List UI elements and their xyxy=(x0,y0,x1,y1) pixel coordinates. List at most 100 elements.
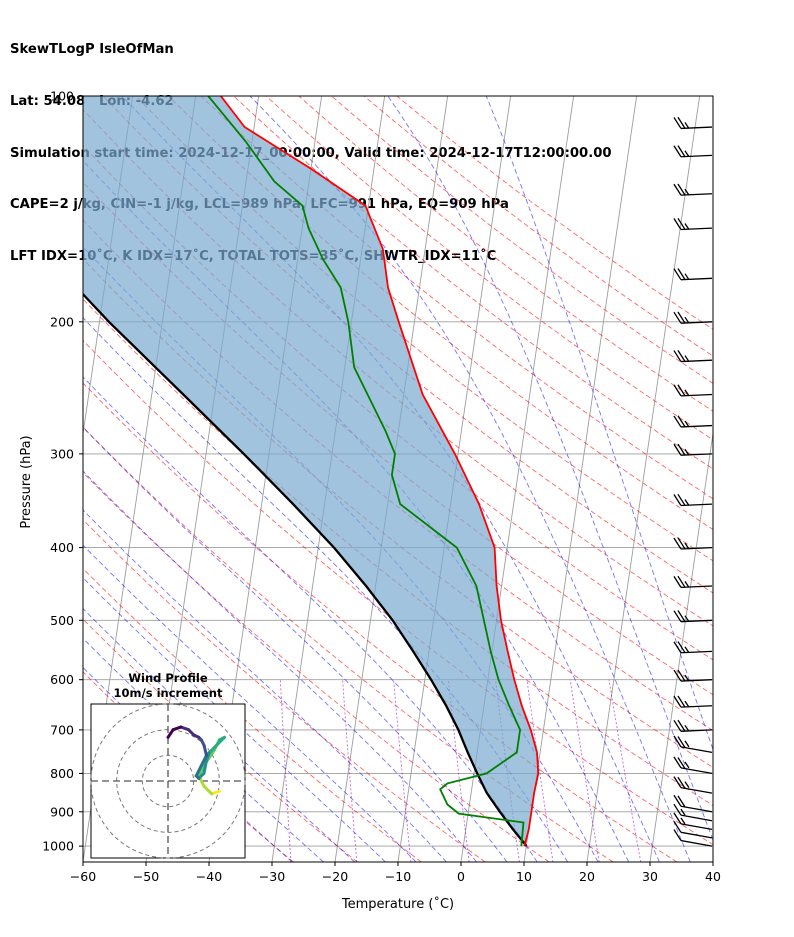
dewpoint-line xyxy=(207,96,525,847)
wind-barb-flag xyxy=(673,695,682,708)
hodograph-trace xyxy=(207,743,219,755)
wind-barb-half xyxy=(684,316,690,324)
wind-barb-half xyxy=(684,740,690,748)
wind-barb xyxy=(673,669,713,682)
wind-barb-flag xyxy=(673,719,682,732)
wind-barb-staff xyxy=(680,767,713,775)
wind-barb-half xyxy=(684,420,690,428)
wind-barbs xyxy=(673,116,713,847)
axes: −60 −50 −40 −30 −20 −10 0 10 20 30 40 1000 900 800 700… xyxy=(42,89,721,885)
wind-barb-staff xyxy=(680,814,713,822)
hodograph-subtitle: 10m/s increment xyxy=(114,686,223,700)
wind-barb xyxy=(673,756,713,775)
wind-barb-flag xyxy=(677,145,686,157)
wind-barb-flag xyxy=(673,669,682,682)
wind-barb-half xyxy=(684,581,690,588)
wind-barb-staff xyxy=(680,831,713,839)
wind-barb-flag xyxy=(677,795,686,808)
y-tick-label: 400 xyxy=(50,540,74,555)
x-tick-label: 40 xyxy=(705,869,721,884)
wind-barb-flag xyxy=(677,268,686,280)
wind-barb-flag xyxy=(673,494,682,506)
mixing-ratio-line xyxy=(393,679,412,862)
wind-barb-staff xyxy=(680,729,713,732)
wind-barb-flag xyxy=(673,576,682,588)
moist-adiabat-line xyxy=(249,96,691,862)
wind-barb-flag xyxy=(677,217,686,230)
hodograph-trace xyxy=(215,735,226,747)
dry-adiabat-line xyxy=(83,471,550,862)
wind-barb-flag xyxy=(673,350,682,362)
moist-adiabat-line xyxy=(83,160,630,862)
moist-adiabat-line xyxy=(83,544,417,862)
mixing-ratio-line xyxy=(526,679,554,862)
mixing-ratio-line xyxy=(279,679,292,862)
hodograph-trace xyxy=(194,764,203,778)
wind-barb-flag xyxy=(673,829,682,841)
hodograph-trace xyxy=(202,784,214,796)
wind-barb-flag xyxy=(673,820,682,833)
y-tick-label: 600 xyxy=(50,672,74,687)
moist-adiabat-line xyxy=(387,96,713,842)
dry-adiabat-line xyxy=(83,382,678,862)
x-tick-label: 30 xyxy=(642,869,658,884)
y-tick-label: 800 xyxy=(50,766,74,781)
wind-barb-flag xyxy=(673,735,682,748)
wind-barb-staff xyxy=(680,650,713,654)
dry-adiabat-line xyxy=(265,96,713,441)
wind-barb-staff xyxy=(680,453,713,456)
moist-adiabat-line xyxy=(83,509,447,862)
wind-barb xyxy=(673,217,713,231)
wind-barb xyxy=(673,641,713,654)
wind-barb-half xyxy=(684,122,690,129)
y-tick-label: 900 xyxy=(50,804,74,819)
y-axis-label: Pressure (hPa) xyxy=(19,435,34,528)
wind-barb-staff xyxy=(680,126,713,130)
cape-area xyxy=(83,96,539,847)
wind-barb-staff xyxy=(680,359,713,363)
wind-barb-flag xyxy=(677,384,686,397)
wind-barb-staff xyxy=(680,839,713,847)
wind-barb-half xyxy=(684,646,690,654)
hodograph-trace xyxy=(202,758,208,775)
wind-barb-staff xyxy=(680,154,713,158)
hodograph-trace xyxy=(197,764,206,778)
x-tick-label: −20 xyxy=(322,869,348,884)
wind-barb xyxy=(673,537,713,550)
wind-barb-half xyxy=(680,817,686,825)
wind-barb-flag xyxy=(673,812,682,825)
wind-barb-half xyxy=(680,808,686,816)
wind-barb-half xyxy=(684,761,690,769)
wind-barb-flag xyxy=(677,350,686,362)
wind-barb xyxy=(673,145,713,158)
hodograph-title: Wind Profile xyxy=(128,671,208,685)
isotherm-line xyxy=(523,96,638,862)
wind-barb-flag xyxy=(677,610,686,622)
wind-barb-half xyxy=(684,448,690,456)
wind-barb-staff xyxy=(680,503,713,507)
wind-barb-flag xyxy=(677,415,686,428)
wind-barb-half xyxy=(684,188,690,196)
wind-barb-flag xyxy=(673,415,682,428)
title-line: SkewTLogP IsleOfMan xyxy=(10,42,174,58)
wind-barb-staff xyxy=(680,619,713,623)
wind-barb xyxy=(673,820,713,839)
wind-barb-half xyxy=(684,700,690,708)
wind-barb-flag xyxy=(677,641,686,653)
wind-barb xyxy=(673,776,713,794)
wind-barb-flag xyxy=(673,268,682,281)
mixing-ratio-line xyxy=(608,679,642,862)
wind-barb-flag xyxy=(677,493,686,506)
mixing-ratio-line xyxy=(342,679,358,862)
hodograph-trace xyxy=(202,743,208,757)
hodograph-trace xyxy=(199,753,208,768)
wind-barb xyxy=(673,610,713,623)
x-tick-label: 10 xyxy=(516,869,532,884)
wind-barb-staff xyxy=(680,227,713,231)
wind-barb-half xyxy=(684,150,690,158)
moist-adiabat-line xyxy=(83,637,324,862)
wind-barb-flag xyxy=(677,669,686,682)
y-tick-label: 700 xyxy=(50,722,74,737)
wind-barb-flag xyxy=(673,756,682,769)
